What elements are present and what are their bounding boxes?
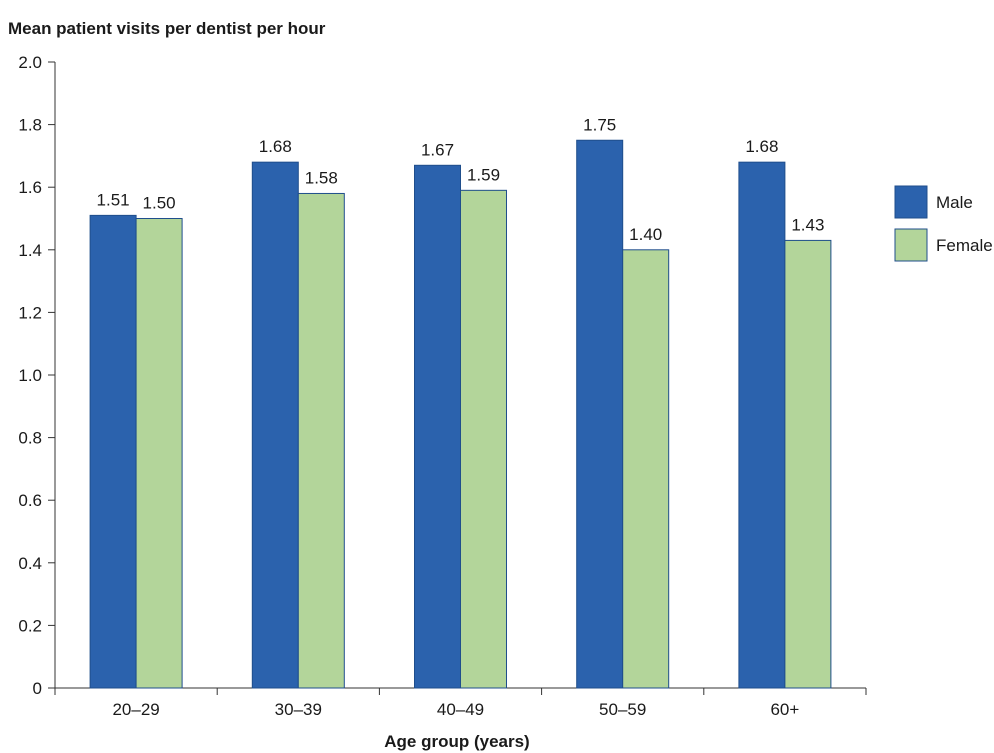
data-label-male-3: 1.75 bbox=[583, 115, 616, 134]
legend-label-female: Female bbox=[936, 236, 993, 255]
data-label-female-3: 1.40 bbox=[629, 225, 662, 244]
x-tick-label: 40–49 bbox=[437, 700, 484, 719]
y-tick-label: 0.8 bbox=[18, 429, 42, 448]
bar-male-3 bbox=[576, 139, 624, 689]
y-tick-label: 1.4 bbox=[18, 241, 42, 260]
bar-female-2 bbox=[460, 189, 507, 689]
bar-female-1 bbox=[297, 192, 345, 689]
data-label-female-4: 1.43 bbox=[791, 215, 824, 234]
data-label-male-0: 1.51 bbox=[97, 190, 130, 209]
bar-female-0 bbox=[135, 218, 183, 689]
bar-female-4 bbox=[784, 239, 832, 689]
y-tick-label: 0 bbox=[33, 679, 42, 698]
y-tick-label: 1.6 bbox=[18, 178, 42, 197]
legend-swatch-female bbox=[894, 228, 928, 262]
data-labels-group: 1.51 1.50 1.68 1.58 1.67 1.59 1.75 1.40 1.68 1.43 bbox=[97, 115, 825, 244]
data-label-male-1: 1.68 bbox=[259, 137, 292, 156]
y-tick-label: 1.2 bbox=[18, 303, 42, 322]
legend: Male Female bbox=[894, 185, 993, 262]
data-label-male-2: 1.67 bbox=[421, 140, 454, 159]
bar-male-0 bbox=[89, 214, 137, 689]
x-tick-label: 50–59 bbox=[599, 700, 646, 719]
legend-swatch-male bbox=[894, 185, 928, 219]
x-axis-title: Age group (years) bbox=[384, 732, 529, 751]
data-label-female-1: 1.58 bbox=[305, 168, 338, 187]
y-tick-label: 0.4 bbox=[18, 554, 42, 573]
y-tick-label: 0.2 bbox=[18, 616, 42, 635]
x-tick-label: 60+ bbox=[770, 700, 799, 719]
legend-label-male: Male bbox=[936, 193, 973, 212]
x-axis: 20–29 30–39 40–49 50–59 60+ bbox=[54, 687, 867, 719]
y-axis: 0 0.2 0.4 0.6 0.8 1.0 1.2 1.4 1.6 1.8 2.0 bbox=[18, 53, 56, 698]
x-tick-label: 20–29 bbox=[112, 700, 159, 719]
bar-male-1 bbox=[251, 161, 299, 689]
data-label-female-2: 1.59 bbox=[467, 165, 500, 184]
y-tick-label: 0.6 bbox=[18, 491, 42, 510]
bar-female-3 bbox=[622, 249, 670, 689]
bars-group bbox=[89, 139, 832, 689]
x-tick-label: 30–39 bbox=[275, 700, 322, 719]
bar-male-4 bbox=[738, 161, 786, 689]
chart-title: Mean patient visits per dentist per hour bbox=[8, 19, 326, 38]
y-tick-label: 1.0 bbox=[18, 366, 42, 385]
y-tick-label: 1.8 bbox=[18, 116, 42, 135]
data-label-male-4: 1.68 bbox=[745, 137, 778, 156]
data-label-female-0: 1.50 bbox=[143, 194, 176, 213]
bar-male-2 bbox=[414, 164, 461, 689]
y-tick-label: 2.0 bbox=[18, 53, 42, 72]
